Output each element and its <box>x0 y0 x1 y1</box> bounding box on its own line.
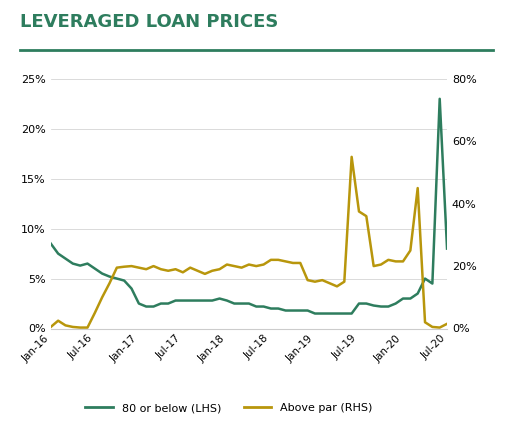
Legend: 80 or below (LHS), Above par (RHS): 80 or below (LHS), Above par (RHS) <box>81 399 377 418</box>
Text: LEVERAGED LOAN PRICES: LEVERAGED LOAN PRICES <box>20 13 279 31</box>
